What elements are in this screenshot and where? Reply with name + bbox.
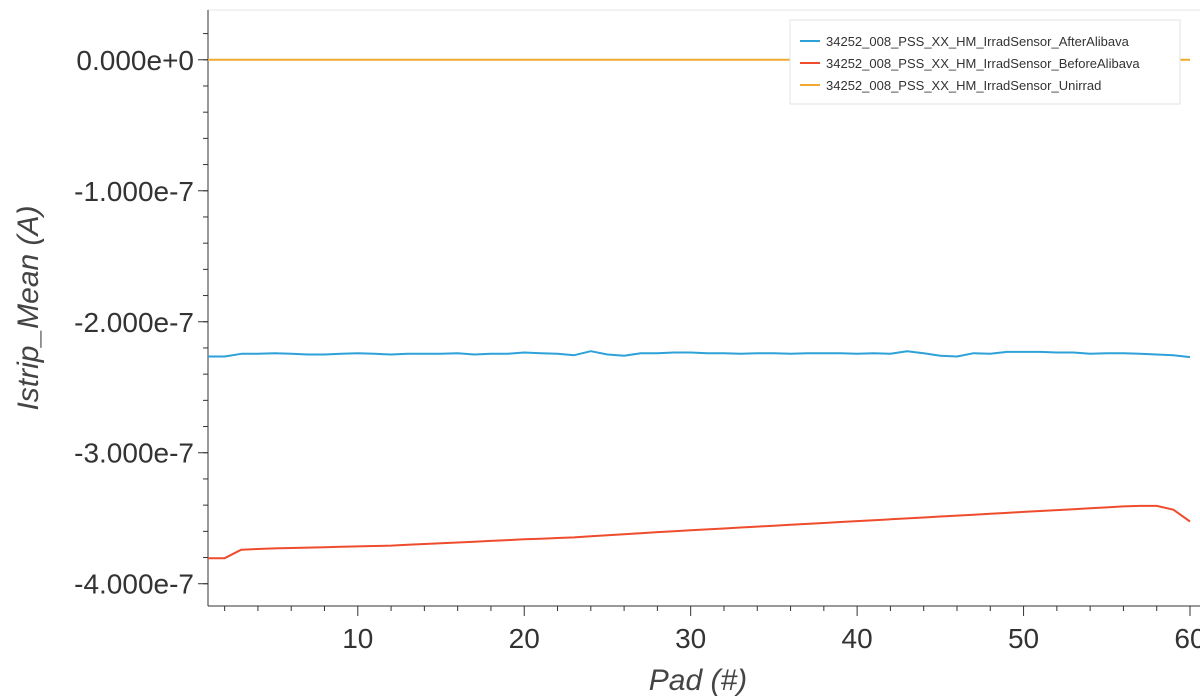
- y-axis: 0.000e+0 -1.000e-7 -2.000e-7 -3.000e-7 -4.00…: [74, 10, 209, 606]
- series-line-2: [208, 504, 1191, 560]
- plot-area: [208, 9, 1200, 606]
- legend-box: [789, 19, 1181, 105]
- y-tick-label: 0.000e+0: [76, 45, 194, 76]
- legend-label-3[interactable]: 34252_008_PSS_XX_HM_IrradSensor_Unirrad: [826, 78, 1101, 93]
- plot-background: [208, 10, 1190, 606]
- y-tick-label: -2.000e-7: [74, 307, 194, 338]
- y-axis-title: Istrip_Mean (A): [12, 205, 45, 410]
- y-tick-label: -1.000e-7: [74, 176, 194, 207]
- x-tick-label: 40: [842, 623, 873, 654]
- x-tick-label: 20: [509, 623, 540, 654]
- x-tick-label: 50: [1008, 623, 1039, 654]
- legend[interactable]: 34252_008_PSS_XX_HM_IrradSensor_AfterAli…: [789, 19, 1181, 105]
- x-tick-label: 30: [675, 623, 706, 654]
- y-tick-label: -3.000e-7: [74, 438, 194, 469]
- x-tick-label: 10: [342, 623, 373, 654]
- x-tick-label: 60: [1174, 623, 1200, 654]
- series-line-1: [208, 350, 1191, 359]
- x-axis: 10 20 30 40 50 60: [208, 605, 1200, 654]
- x-axis-title: Pad (#): [649, 664, 747, 697]
- y-tick-label: -4.000e-7: [74, 569, 194, 600]
- legend-label-2[interactable]: 34252_008_PSS_XX_HM_IrradSensor_BeforeAl…: [826, 56, 1140, 71]
- legend-label-1[interactable]: 34252_008_PSS_XX_HM_IrradSensor_AfterAli…: [826, 34, 1130, 49]
